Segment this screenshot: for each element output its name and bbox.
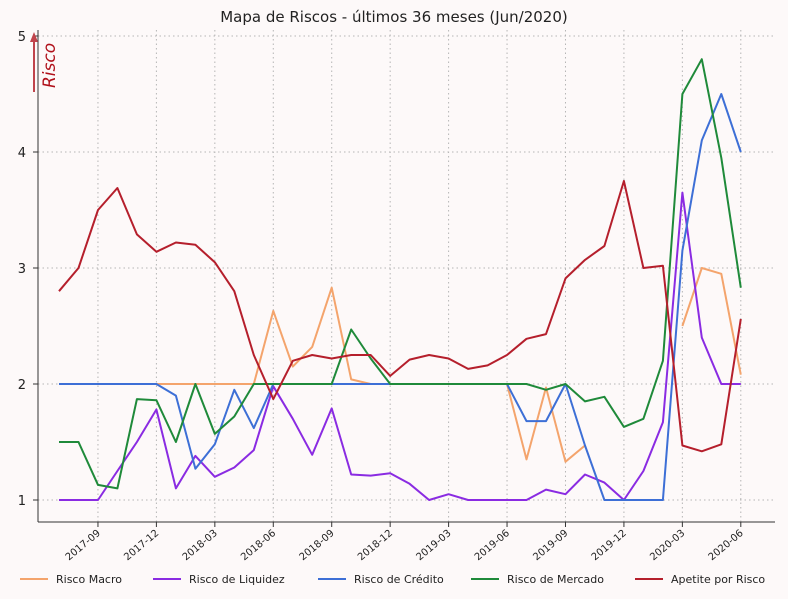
legend-item: Risco de Mercado xyxy=(471,573,604,586)
x-tick-label: 2019-06 xyxy=(473,528,512,563)
series-group xyxy=(59,93,742,501)
y-ticks: 1 2 3 4 5 xyxy=(18,30,38,509)
series-group xyxy=(156,267,742,463)
x-ticks: 2017-09 2017-12 2018-03 2018-06 2018-09 2018-… xyxy=(64,522,746,563)
axes xyxy=(37,30,775,523)
x-tick-label: 2017-09 xyxy=(64,528,103,563)
y-axis-label: Risco xyxy=(40,43,60,88)
y-tick-label: 4 xyxy=(18,146,26,161)
series-group xyxy=(59,58,742,490)
x-tick-label: 2019-09 xyxy=(531,528,570,563)
series-line xyxy=(59,191,741,501)
y-axis-label-group: Risco xyxy=(30,32,60,92)
legend-label: Risco de Crédito xyxy=(354,573,444,586)
x-tick-label: 2020-03 xyxy=(648,528,687,563)
series-lines xyxy=(58,58,742,501)
x-tick-label: 2019-12 xyxy=(590,528,629,563)
legend-label: Risco de Liquidez xyxy=(189,573,285,586)
x-tick-label: 2020-06 xyxy=(707,528,746,563)
arrow-head-icon xyxy=(30,32,38,42)
series-line xyxy=(506,383,586,463)
y-tick-label: 5 xyxy=(18,30,26,45)
legend-label: Risco Macro xyxy=(56,573,122,586)
legend-item: Risco de Crédito xyxy=(318,573,444,586)
legend-label: Apetite por Risco xyxy=(671,573,765,586)
legend-item: Apetite por Risco xyxy=(635,573,765,586)
y-tick-label: 2 xyxy=(18,378,26,393)
series-line xyxy=(59,58,742,490)
x-tick-label: 2018-12 xyxy=(356,528,395,563)
y-tick-label: 3 xyxy=(18,262,26,277)
y-tick-label: 1 xyxy=(18,494,26,509)
series-line xyxy=(681,267,742,375)
series-line xyxy=(58,180,742,453)
x-tick-label: 2018-06 xyxy=(239,528,278,563)
x-tick-label: 2017-12 xyxy=(122,528,161,563)
series-line xyxy=(156,286,371,385)
x-tick-label: 2019-03 xyxy=(414,528,453,563)
legend-label: Risco de Mercado xyxy=(507,573,604,586)
x-tick-label: 2018-03 xyxy=(181,528,220,563)
legend: Risco Macro Risco de Liquidez Risco de Cré… xyxy=(20,573,765,586)
series-group xyxy=(58,180,742,453)
chart-title: Mapa de Riscos - últimos 36 meses (Jun/2… xyxy=(220,8,568,26)
x-tick-label: 2018-09 xyxy=(298,528,337,563)
series-group xyxy=(59,191,741,501)
series-line xyxy=(59,93,742,501)
legend-item: Risco de Liquidez xyxy=(153,573,285,586)
legend-item: Risco Macro xyxy=(20,573,122,586)
